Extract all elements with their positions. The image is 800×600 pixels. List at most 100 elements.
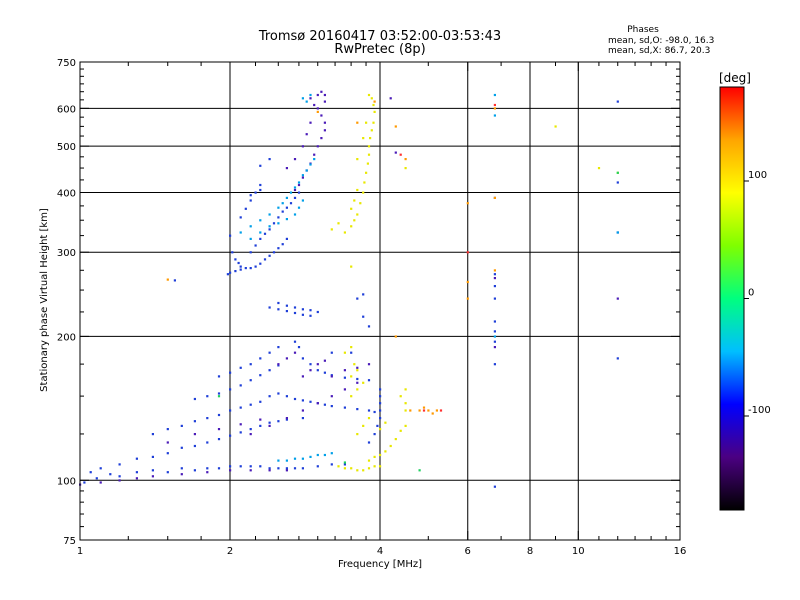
data-point — [268, 467, 271, 470]
data-point — [350, 351, 353, 354]
data-point — [249, 428, 252, 431]
data-point — [239, 216, 242, 219]
data-point — [277, 459, 280, 462]
data-point — [293, 311, 297, 315]
data-point — [217, 375, 221, 378]
data-point — [330, 351, 333, 354]
data-point — [362, 293, 365, 296]
data-point — [493, 114, 496, 117]
data-point — [229, 434, 232, 437]
data-point — [272, 251, 276, 254]
y-tick-label: 200 — [57, 332, 76, 343]
data-point — [268, 351, 271, 354]
data-point — [285, 196, 288, 199]
data-point — [394, 125, 397, 128]
data-point — [343, 463, 346, 466]
data-point — [268, 424, 271, 427]
data-point — [343, 388, 346, 391]
data-point — [399, 429, 402, 432]
data-point — [320, 114, 323, 117]
data-point — [362, 424, 365, 427]
data-point — [422, 409, 426, 412]
data-point — [297, 346, 301, 349]
data-point — [616, 181, 619, 184]
data-point — [239, 465, 242, 468]
data-point — [151, 433, 154, 436]
data-point — [166, 471, 169, 474]
data-point — [316, 107, 319, 110]
data-point — [229, 234, 232, 237]
data-point — [309, 369, 312, 372]
data-point — [394, 438, 397, 441]
data-point — [285, 467, 288, 470]
data-point — [493, 485, 496, 488]
data-point — [268, 225, 271, 228]
data-point — [301, 417, 304, 420]
data-point — [268, 369, 271, 372]
data-point — [249, 251, 252, 254]
colorbar-tick-label: -100 — [748, 405, 771, 416]
colorbar-label: [deg] — [719, 71, 751, 85]
data-point — [217, 438, 221, 441]
data-point — [330, 395, 333, 398]
data-point — [356, 369, 359, 372]
data-point — [268, 469, 271, 472]
data-point — [293, 340, 297, 343]
data-point — [217, 428, 221, 431]
x-tick-label: 8 — [527, 546, 533, 557]
data-point — [493, 320, 496, 323]
data-point — [323, 100, 326, 103]
data-point — [367, 459, 371, 462]
data-point — [285, 418, 288, 421]
data-point — [289, 202, 293, 205]
data-point — [293, 213, 297, 216]
data-point — [316, 363, 319, 366]
data-point — [316, 369, 319, 372]
data-point — [309, 400, 312, 403]
data-point — [372, 121, 375, 124]
data-point — [362, 469, 365, 472]
data-point — [439, 409, 443, 412]
data-point — [356, 188, 359, 192]
data-point — [367, 467, 371, 470]
data-point — [313, 153, 316, 156]
data-point — [301, 176, 304, 179]
data-point — [272, 222, 276, 225]
data-point — [466, 280, 469, 284]
data-point — [330, 405, 333, 408]
data-point — [493, 297, 496, 300]
data-point — [259, 219, 262, 222]
data-point — [206, 441, 209, 444]
data-point — [249, 379, 252, 382]
data-point — [301, 97, 304, 100]
data-point — [435, 409, 438, 412]
data-point — [193, 444, 196, 448]
data-point — [379, 453, 382, 457]
data-point — [180, 467, 183, 470]
data-point — [431, 412, 434, 415]
data-point — [234, 258, 237, 261]
data-point — [229, 465, 232, 468]
data-point — [285, 304, 288, 307]
phases-x-stats: mean, sd,X: 86.7, 20.3 — [608, 46, 710, 56]
data-point — [370, 129, 373, 132]
data-point — [616, 357, 619, 360]
data-point — [226, 273, 229, 276]
data-point — [323, 93, 326, 97]
data-point — [239, 431, 242, 434]
data-point — [277, 363, 280, 366]
data-point — [309, 97, 312, 100]
data-point — [343, 376, 346, 379]
data-point — [166, 441, 169, 444]
data-point — [277, 206, 280, 209]
data-point — [254, 244, 257, 247]
data-point — [297, 206, 301, 209]
data-point — [367, 379, 371, 382]
data-point — [356, 381, 359, 384]
data-point — [293, 196, 297, 199]
data-point — [193, 469, 196, 472]
data-point — [362, 191, 365, 194]
data-point — [285, 310, 288, 313]
data-point — [95, 477, 98, 480]
data-point — [305, 169, 308, 172]
